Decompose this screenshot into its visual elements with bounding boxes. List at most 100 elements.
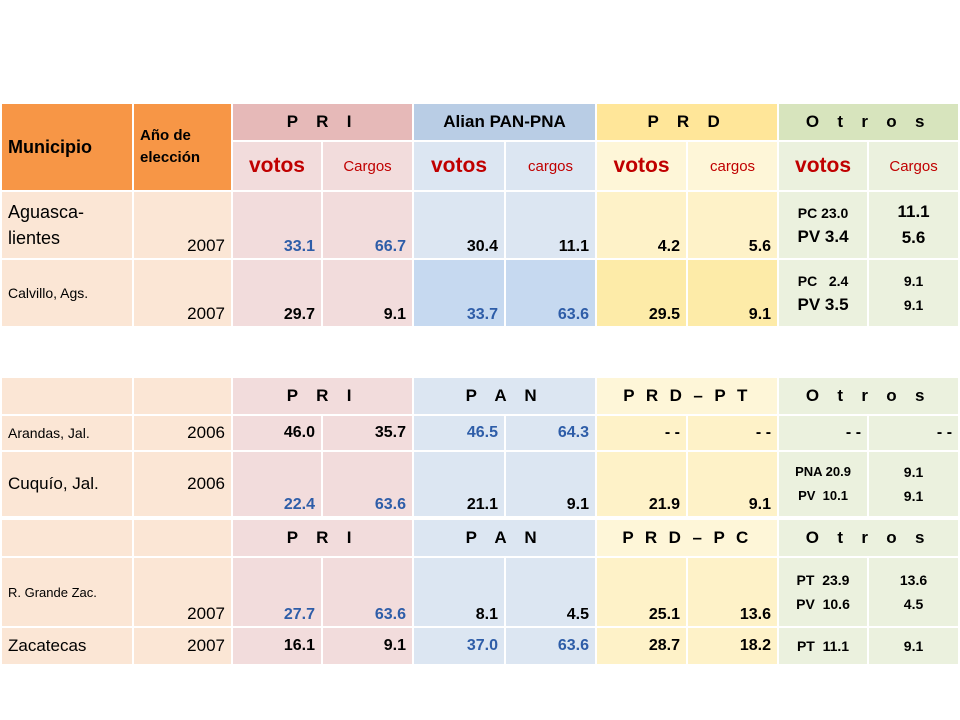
pan-cargos-cell: 64.3 (504, 414, 598, 452)
blank-header-cell (132, 518, 233, 558)
prd-cargos-cell: 13.6 (686, 556, 780, 628)
pri-votos-cell: 27.7 (231, 556, 323, 628)
pan-cargos-cell: 9.1 (504, 450, 598, 518)
results-table-zacatecas: P R I P A N P R D – P C O t r o s R. Gra… (0, 518, 960, 666)
results-table-aguascalientes: Municipio Año de elección P R I Alian PA… (0, 102, 960, 328)
pan-votos-cell: 8.1 (412, 556, 507, 628)
blank-header-cell (0, 518, 134, 558)
municipio-cell: Calvillo, Ags. (0, 258, 134, 328)
pri-votos-cell: 22.4 (231, 450, 323, 518)
otros-cargos-cell: - - (867, 414, 960, 452)
sub-header-cargos: cargos (504, 140, 598, 192)
sub-header-votos: votos (412, 140, 507, 192)
otros-votos-line: PC 23.0 (797, 205, 849, 221)
table-row: Zacatecas 2007 16.1 9.1 37.0 63.6 28.7 1… (0, 626, 960, 666)
otros-cargos-line: 9.1 (903, 273, 924, 289)
otros-cargos-cell: 9.1 (867, 626, 960, 666)
table-row: Arandas, Jal. 2006 46.0 35.7 46.5 64.3 -… (0, 414, 960, 452)
party-header-pri: P R I (230, 518, 415, 558)
municipio-cell: R. Grande Zac. (0, 556, 134, 628)
otros-cargos-cell: 11.1 5.6 (867, 190, 960, 260)
otros-votos-cell: PT 23.9 PV 10.6 (777, 556, 870, 628)
pri-votos-cell: 16.1 (231, 626, 323, 666)
blank-header-cell (132, 376, 233, 416)
prd-votos-cell: 28.7 (595, 626, 689, 666)
otros-votos-line: PC 2.4 (797, 273, 849, 289)
party-header-otros: O t r o s (777, 376, 960, 416)
party-header-pri: P R I (230, 102, 415, 142)
otros-votos-cell: PT 11.1 (777, 626, 870, 666)
municipio-cell: Aguasca- lientes (0, 190, 134, 260)
party-header-prd: P R D (595, 102, 780, 142)
prd-cargos-cell: - - (686, 414, 780, 452)
otros-votos-cell: PC 2.4 PV 3.5 (777, 258, 870, 328)
pan-votos-cell: 21.1 (412, 450, 507, 518)
pri-cargos-cell: 9.1 (320, 626, 415, 666)
party-header-alianza-pan-pna: Alian PAN-PNA (412, 102, 598, 142)
pri-cargos-cell: 35.7 (320, 414, 415, 452)
sub-header-cargos: Cargos (320, 140, 415, 192)
pri-cargos-cell: 9.1 (320, 258, 415, 328)
party-header-pan: P A N (412, 376, 598, 416)
otros-votos-cell: PNA 20.9 PV 10.1 (777, 450, 870, 518)
blank-header-cell (0, 376, 134, 416)
otros-cargos-line: 4.5 (903, 596, 924, 612)
prd-cargos-cell: 9.1 (686, 450, 780, 518)
prd-votos-cell: - - (595, 414, 689, 452)
otros-votos-line: PV 3.5 (797, 295, 849, 314)
otros-cargos-line: 5.6 (901, 228, 926, 247)
pri-votos-cell: 33.1 (231, 190, 323, 260)
prd-cargos-cell: 9.1 (686, 258, 780, 328)
otros-votos-cell: - - (777, 414, 870, 452)
table-row: R. Grande Zac. 2007 27.7 63.6 8.1 4.5 25… (0, 556, 960, 628)
party-header-prd-pc: P R D – P C (595, 518, 780, 558)
party-header-otros: O t r o s (777, 102, 960, 142)
year-cell: 2007 (132, 556, 233, 628)
otros-votos-line: PV 3.4 (797, 227, 849, 246)
otros-cargos-cell: 13.6 4.5 (867, 556, 960, 628)
pan-votos-cell: 33.7 (412, 258, 507, 328)
year-cell: 2006 (132, 450, 233, 518)
pan-cargos-cell: 63.6 (504, 258, 598, 328)
otros-cargos-line: 9.1 (903, 297, 924, 313)
otros-votos-line: PT 23.9 (796, 572, 850, 588)
results-table-jalisco: P R I P A N P R D – P T O t r o s Aranda… (0, 376, 960, 518)
municipio-header: Municipio (0, 102, 134, 192)
otros-votos-line: PV 10.1 (798, 488, 848, 503)
year-cell: 2007 (132, 258, 233, 328)
prd-votos-cell: 21.9 (595, 450, 689, 518)
pan-votos-cell: 46.5 (412, 414, 507, 452)
party-header-pri: P R I (230, 376, 415, 416)
otros-cargos-cell: 9.1 9.1 (867, 258, 960, 328)
otros-votos-cell: PC 23.0 PV 3.4 (777, 190, 870, 260)
sub-header-cargos: Cargos (867, 140, 960, 192)
sub-header-votos: votos (777, 140, 870, 192)
table-row: Cuquío, Jal. 2006 22.4 63.6 21.1 9.1 21.… (0, 450, 960, 518)
otros-cargos-line: 9.1 (903, 464, 924, 480)
table-row: Calvillo, Ags. 2007 29.7 9.1 33.7 63.6 2… (0, 258, 960, 328)
year-cell: 2006 (132, 414, 233, 452)
party-header-pan: P A N (412, 518, 598, 558)
otros-cargos-line: 9.1 (903, 488, 924, 504)
pri-cargos-cell: 63.6 (320, 556, 415, 628)
year-cell: 2007 (132, 626, 233, 666)
pan-cargos-cell: 4.5 (504, 556, 598, 628)
table-row: Aguasca- lientes 2007 33.1 66.7 30.4 11.… (0, 190, 960, 260)
municipio-cell: Zacatecas (0, 626, 134, 666)
otros-cargos-line: 11.1 (897, 202, 930, 221)
anio-eleccion-header: Año de elección (132, 102, 233, 192)
prd-votos-cell: 25.1 (595, 556, 689, 628)
prd-votos-cell: 29.5 (595, 258, 689, 328)
pri-cargos-cell: 63.6 (320, 450, 415, 518)
pri-votos-cell: 29.7 (231, 258, 323, 328)
sub-header-votos: votos (231, 140, 323, 192)
pan-votos-cell: 30.4 (412, 190, 507, 260)
pan-votos-cell: 37.0 (412, 626, 507, 666)
otros-votos-line: PNA 20.9 (795, 464, 851, 479)
otros-cargos-cell: 9.1 9.1 (867, 450, 960, 518)
party-header-prd-pt: P R D – P T (595, 376, 780, 416)
pan-cargos-cell: 63.6 (504, 626, 598, 666)
pri-cargos-cell: 66.7 (320, 190, 415, 260)
otros-cargos-line: 13.6 (899, 572, 928, 588)
sub-header-votos: votos (595, 140, 689, 192)
